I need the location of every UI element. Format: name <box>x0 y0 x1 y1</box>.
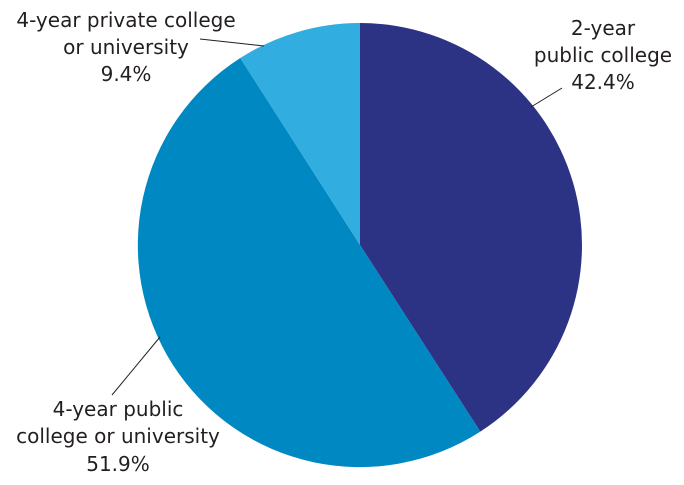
slice-label-line: 4-year private college <box>16 8 235 32</box>
slice-label-line: 2-year <box>571 16 636 40</box>
leader-line <box>199 38 265 47</box>
slice-value-label: 9.4% <box>101 62 152 86</box>
pie-slice <box>360 23 582 432</box>
pie-slice <box>137 58 481 468</box>
slice-label-line: or university <box>63 35 189 59</box>
slice-label-2-year-public: 2-year public college 42.4% <box>534 16 672 94</box>
slice-label-4-year-public: 4-year public college or university 51.9… <box>16 397 220 476</box>
slice-label-line: college or university <box>16 424 220 448</box>
slice-value-label: 42.4% <box>571 70 635 94</box>
leader-line <box>111 336 161 396</box>
slice-label-4-year-private: 4-year private college or university 9.4… <box>16 8 235 86</box>
leader-lines <box>111 38 563 396</box>
slice-value-label: 51.9% <box>86 452 150 476</box>
slice-label-line: 4-year public <box>53 397 184 421</box>
pie-slice <box>240 23 360 245</box>
pie-slices <box>137 23 582 468</box>
slice-label-line: public college <box>534 43 672 67</box>
leader-line <box>530 87 563 108</box>
